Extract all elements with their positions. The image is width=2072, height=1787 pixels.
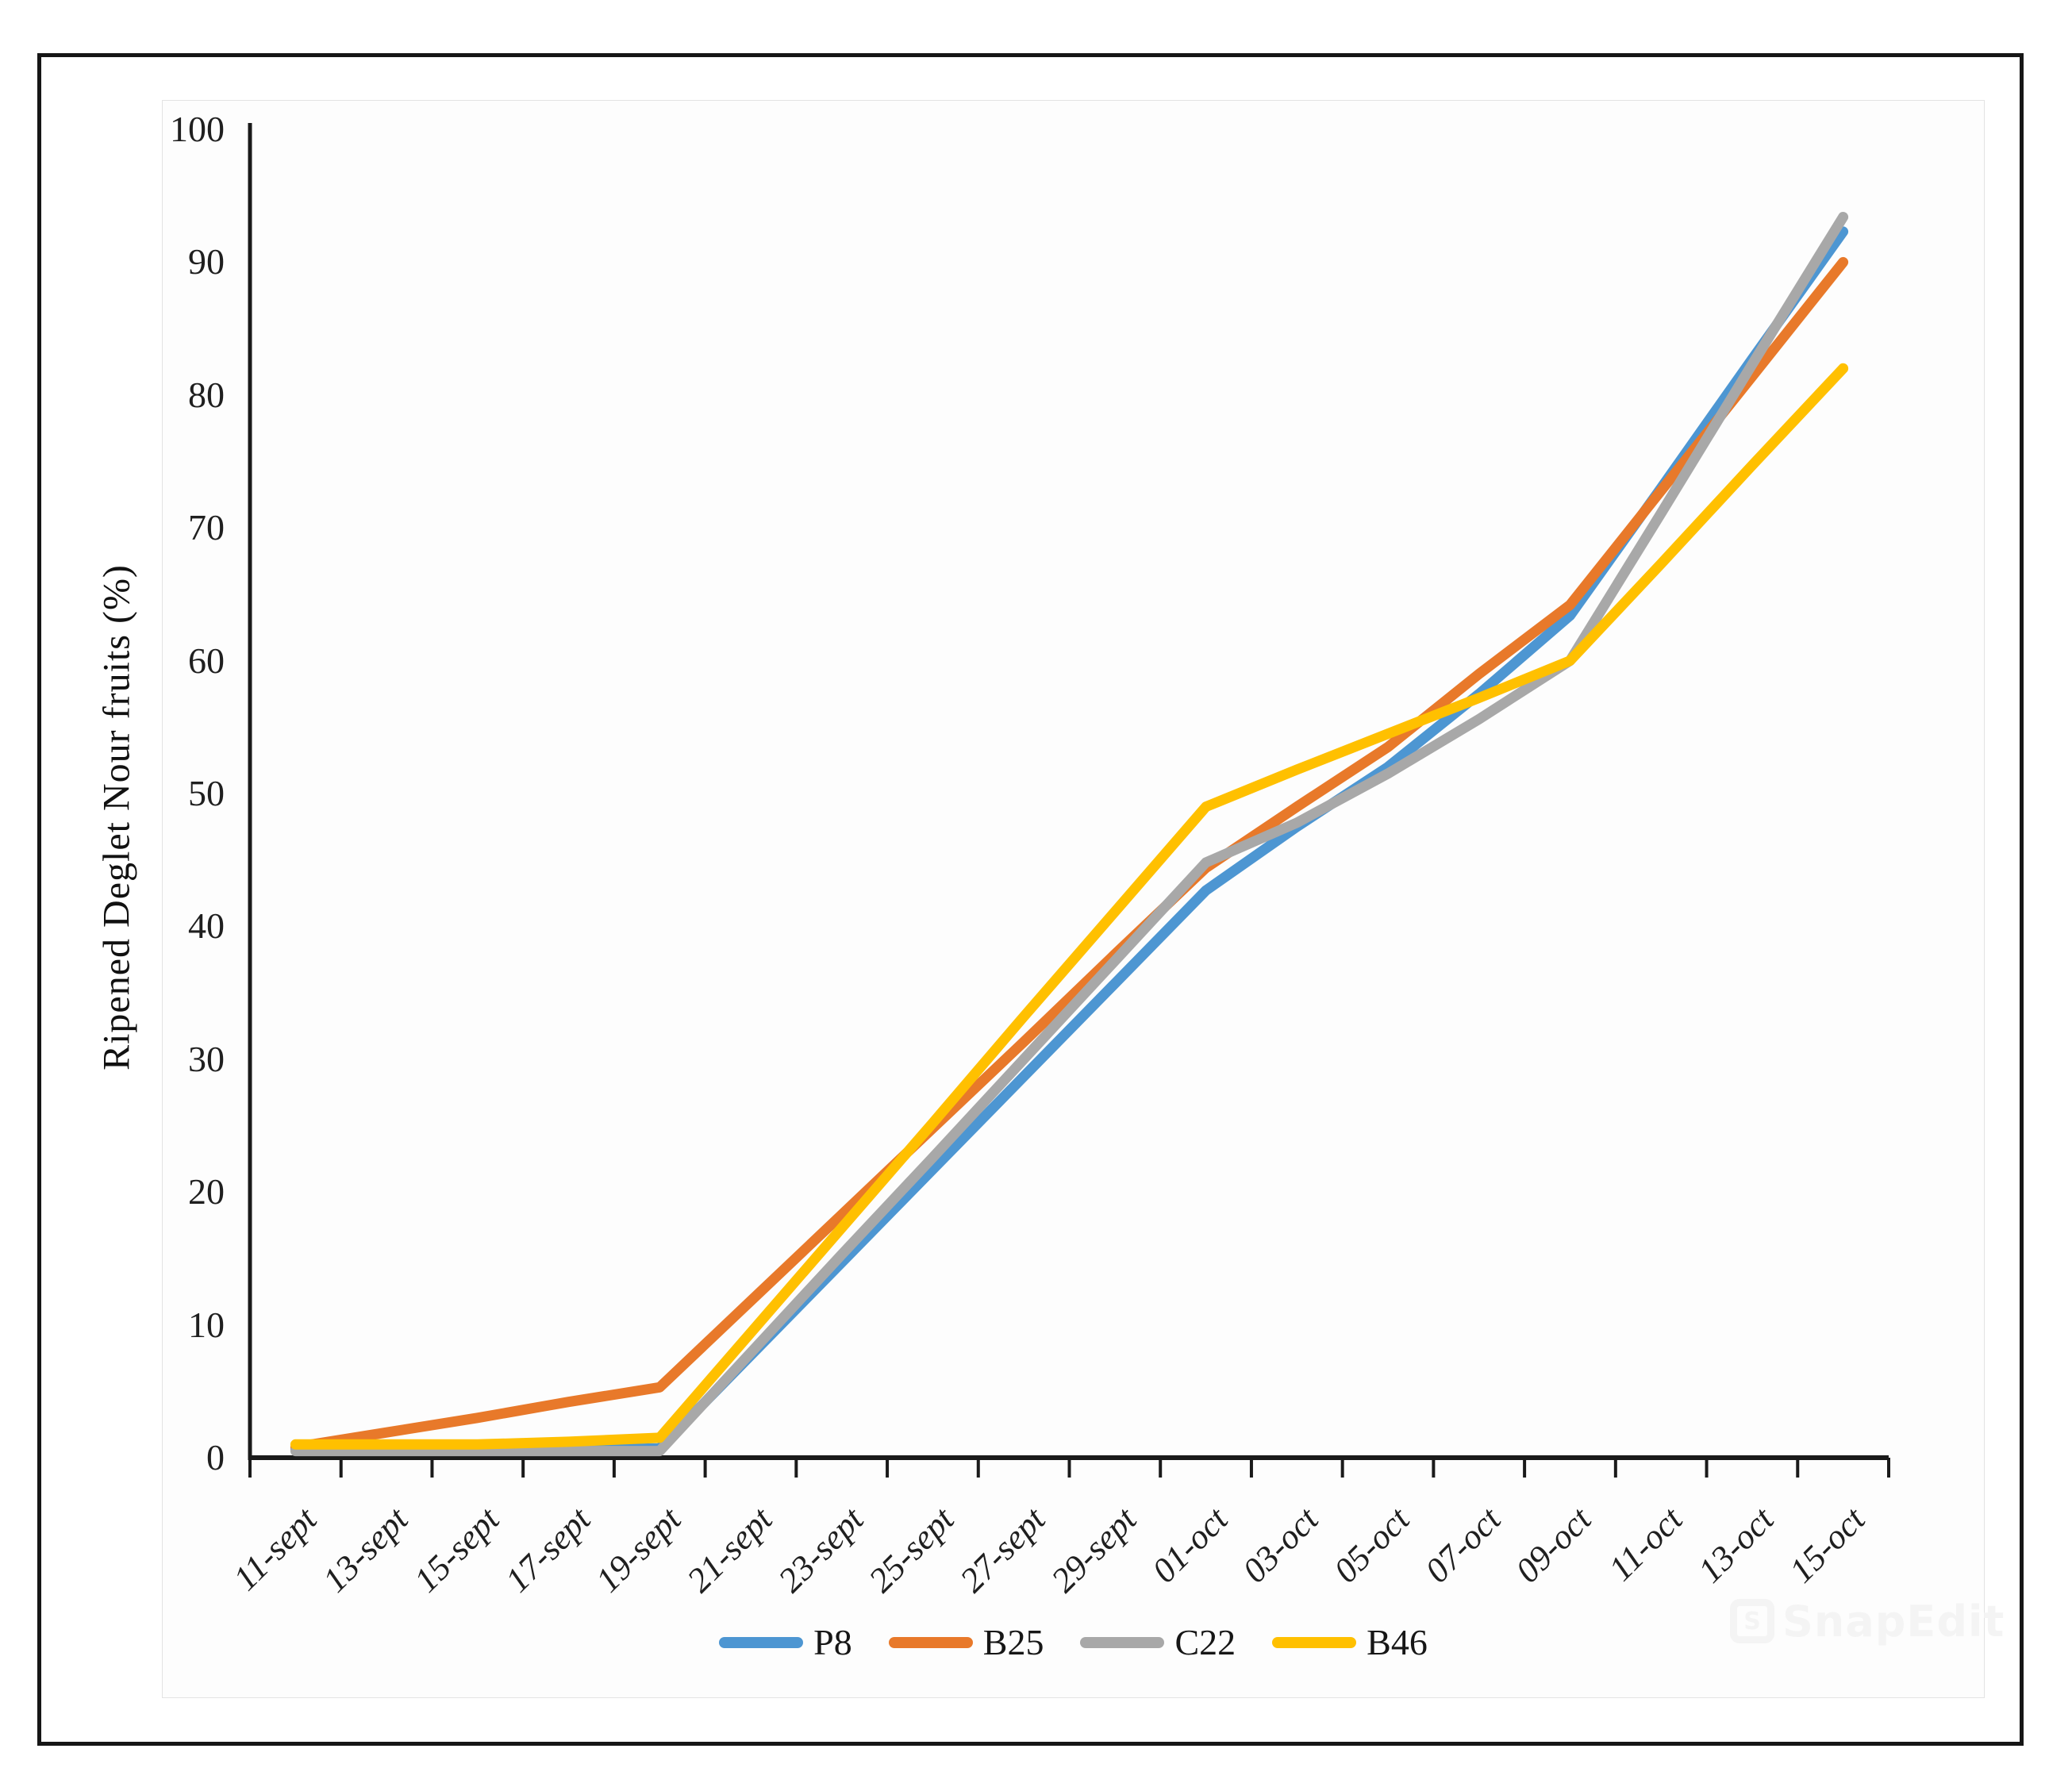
chart-panel [162, 100, 1985, 1698]
series-line-b25 [290, 256, 1849, 1453]
y-tick-label-30: 30 [188, 1038, 225, 1079]
y-axis-title: Ripened Deglet Nour fruits (%) [95, 564, 138, 1070]
snapedit-logo-icon: S [1730, 1599, 1774, 1643]
y-tick-label-80: 80 [188, 374, 225, 415]
y-tick-label-20: 20 [188, 1171, 225, 1212]
legend-item-b46: B46 [1272, 1624, 1428, 1662]
y-tick-label-10: 10 [188, 1304, 225, 1345]
legend-item-p8: P8 [719, 1624, 852, 1662]
series-line-p8 [290, 226, 1849, 1455]
y-tick-label-50: 50 [188, 773, 225, 813]
y-tick-label-90: 90 [188, 241, 225, 282]
y-tick-label-70: 70 [188, 507, 225, 548]
y-tick-label-0: 0 [206, 1437, 225, 1478]
legend-label-b25: B25 [982, 1622, 1044, 1662]
legend-swatch-b46-icon [1272, 1637, 1357, 1648]
chart-legend: P8 B25 C22 B46 [162, 1622, 1985, 1663]
legend-label-p8: P8 [813, 1622, 852, 1662]
legend-swatch-p8-icon [719, 1637, 804, 1648]
legend-swatch-b25-icon [888, 1637, 973, 1648]
legend-item-c22: C22 [1080, 1624, 1236, 1662]
snapedit-watermark-text: SnapEdit [1782, 1596, 2005, 1647]
series-line-b46 [290, 363, 1849, 1450]
snapedit-watermark: S SnapEdit [1730, 1596, 2005, 1647]
legend-label-c22: C22 [1174, 1622, 1236, 1662]
y-tick-label-60: 60 [188, 640, 225, 681]
y-tick-label-40: 40 [188, 905, 225, 947]
y-tick-label-100: 100 [170, 109, 225, 149]
legend-item-b25: B25 [888, 1622, 1044, 1662]
legend-swatch-c22-icon [1080, 1637, 1165, 1648]
series-line-c22 [290, 212, 1849, 1457]
legend-label-b46: B46 [1367, 1622, 1428, 1662]
